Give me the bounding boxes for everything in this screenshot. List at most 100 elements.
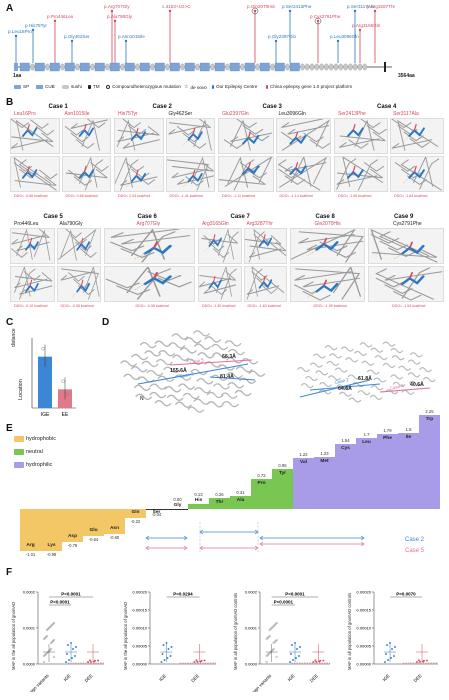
case-title: Case 1	[48, 104, 68, 110]
case2-legend-label: Case 2	[405, 537, 425, 543]
mutation-head	[358, 28, 362, 32]
f-ytick: 0.00010	[357, 626, 372, 631]
structure-view	[275, 156, 331, 192]
compound-het-circle	[251, 7, 259, 15]
case-mutation-label: Cys2791Phe	[393, 221, 422, 227]
e-bar-val	[293, 457, 314, 509]
c-point	[41, 346, 45, 351]
e-value-label: 1.54	[341, 438, 350, 444]
e-category-label: Ile	[405, 435, 412, 441]
legend-our-centre: Our Epilepsy Centre	[212, 84, 257, 89]
mutation-label: p.Gly2397Gln	[268, 34, 297, 39]
mutation-label: p.Leu3096Gln	[330, 34, 359, 39]
e-category-label: Tyr	[278, 470, 287, 476]
mutation-label: p.Pro446Leu	[47, 14, 74, 19]
legend-compound: Compoundheterozygous mutation	[106, 84, 181, 89]
sushi-domain	[165, 63, 170, 71]
ddg-value: DDG= -1.30 kcal/mol	[202, 304, 236, 308]
e-bar-cys	[335, 444, 356, 509]
legend-sushi: sushi	[62, 84, 82, 89]
case-title: Case 3	[262, 104, 282, 110]
f-category-label: Benign variants	[247, 673, 273, 692]
panel-c-chart: IGE EE	[31, 338, 76, 418]
sushi-domain	[255, 63, 260, 71]
e-value-label: 1.7	[363, 431, 370, 437]
case-title: Case 4	[377, 104, 397, 110]
panel-f-label: F	[6, 567, 13, 578]
e-category-label: Ser	[152, 510, 161, 515]
protein-domain-diagram	[14, 7, 392, 72]
ddg-value: DDG= -0.38 kcal/mol	[135, 304, 169, 308]
mutation-label: p.Asn1015Ile	[118, 34, 145, 39]
f-pvalue: P<0.0001	[50, 600, 70, 605]
cub-domain	[19, 62, 30, 72]
sushi-domain	[348, 63, 353, 71]
ddg-value: DDG= -1.14 kcal/mol	[279, 194, 313, 198]
cub-domain	[244, 62, 255, 72]
mutation-label: p.Arg707Gly	[104, 4, 130, 9]
legend-tm: TM	[88, 84, 100, 89]
e-category-label: Asp	[67, 534, 78, 540]
case-title: Case 5	[43, 214, 63, 220]
structure-view	[104, 266, 195, 302]
structure-view	[165, 118, 215, 154]
panel-c-ylabel-distance: distance	[11, 328, 17, 347]
structure-view	[114, 156, 164, 192]
sushi-domain	[352, 63, 358, 71]
e-bar-met	[314, 457, 335, 509]
e-bar-gly	[167, 509, 188, 510]
e-bar-ser	[146, 509, 167, 511]
structure-view	[218, 156, 274, 192]
structure-view	[10, 156, 60, 192]
case-mutation-label: Arg707Gly	[136, 221, 161, 227]
e-bar-glu	[83, 509, 104, 536]
case-title: Case 8	[315, 214, 335, 220]
distance-line-right	[299, 379, 371, 398]
mutation-label: p.Gly462Ser	[64, 34, 90, 39]
mutation-head	[316, 19, 320, 23]
f-category-label: DEE	[84, 673, 94, 683]
sushi-domain	[309, 63, 315, 71]
structure-view	[114, 118, 164, 154]
e-value-label: -0.99	[46, 551, 57, 557]
sushi-domain	[357, 63, 363, 71]
case-mutation-label: Ser2413Phe	[338, 111, 366, 117]
f-pvalue: P=0.0294	[173, 592, 193, 597]
mutation-head	[70, 39, 74, 43]
case-distance-label: Case 2	[334, 377, 349, 385]
distance-label: 66.3Å	[222, 353, 236, 360]
distance-line-right3	[379, 387, 431, 393]
structure-view	[390, 156, 444, 192]
e-category-label: Glu	[89, 527, 98, 533]
e-value-label: 0.26	[215, 492, 224, 498]
ddg-value: DDG= 0.68 kcal/mol	[65, 194, 98, 198]
ddg-value: DDG= -0.66 kcal/mol	[14, 194, 48, 198]
ddg-value: DDG= -1.54 kcal/mol	[392, 304, 426, 308]
case5-legend-label: Case 5	[405, 548, 425, 554]
case-mutation-label: Pro446Leu	[14, 221, 39, 227]
ddg-value: DDG= -1.83 kcal/mol	[394, 194, 428, 198]
e-bar-asn	[104, 509, 125, 535]
e-value-label: 1.8	[405, 427, 412, 433]
structure-view	[10, 266, 55, 302]
ddg-value: DDG= -1.05 kcal/mol	[338, 194, 372, 198]
distance-label: 81.4Å	[220, 373, 234, 380]
f-ytick: 0.00000	[357, 662, 372, 667]
f-ytick: 0.0001	[23, 626, 36, 631]
cub-domain	[64, 62, 75, 72]
case-distance-label: Case 2	[179, 371, 194, 379]
e-bar-pro	[251, 478, 272, 509]
e-category-label: Leu	[362, 439, 371, 445]
f-category-label: DEE	[190, 673, 200, 683]
e-bar-tyr	[272, 468, 293, 509]
sushi-domain	[180, 63, 185, 71]
e-value-label: 0.13	[194, 491, 203, 497]
sushi-domain	[240, 63, 245, 71]
panel-c-label: C	[6, 317, 14, 328]
e-bar-leu	[356, 437, 377, 509]
e-value-label: -0.22	[130, 519, 141, 525]
structure-view	[243, 266, 287, 302]
end-aa-label: 3564aa	[398, 73, 415, 79]
e-bar-ile	[398, 433, 419, 509]
e-value-label: -0.64	[88, 536, 99, 542]
